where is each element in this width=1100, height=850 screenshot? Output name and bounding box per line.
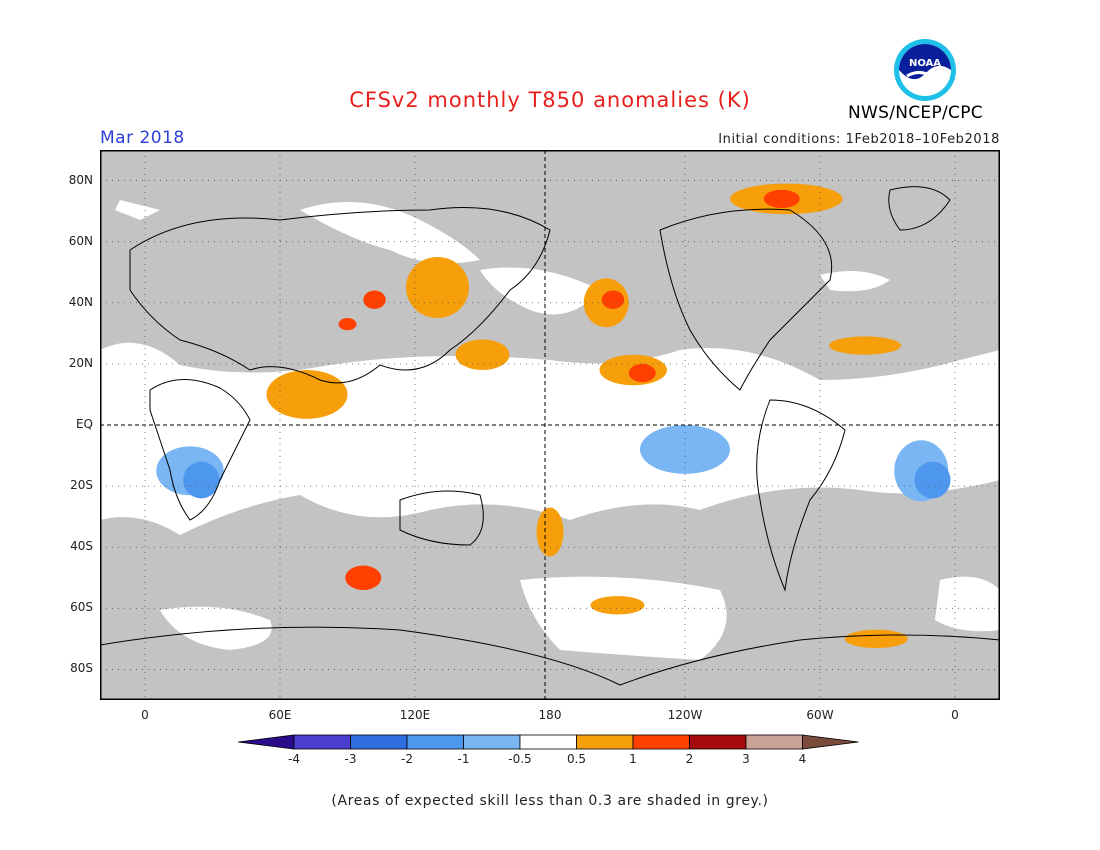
map-title: CFSv2 monthly T850 anomalies (K) — [349, 88, 751, 112]
lat-tick-label: EQ — [75, 417, 93, 431]
anomaly-region-14 — [844, 629, 908, 649]
colorbar-tick-label: 1 — [629, 752, 637, 766]
lat-tick-label: 60S — [70, 600, 93, 615]
lon-tick-label: 180 — [538, 708, 562, 722]
lon-tick-label: 120W — [667, 708, 703, 722]
anomaly-region-10 — [763, 189, 800, 209]
anomaly-regions — [156, 183, 951, 649]
anomaly-region-3 — [338, 318, 357, 331]
lat-tick-label: 20S — [70, 478, 93, 493]
anomaly-region-17 — [183, 461, 220, 499]
lat-tick-label: 80S — [70, 661, 93, 676]
colorbar-segment — [576, 734, 634, 750]
anomaly-region-4 — [455, 339, 510, 370]
colorbar-segment — [519, 734, 577, 750]
forecast-month: Mar 2018 — [100, 128, 185, 148]
noaa-logo: NOAA — [894, 39, 956, 101]
agency-label: NWS/NCEP/CPC — [848, 103, 983, 123]
anomaly-region-6 — [601, 290, 625, 309]
colorbar-segment — [293, 734, 351, 750]
anomaly-region-13 — [345, 565, 382, 590]
map-frame — [100, 150, 1000, 700]
colorbar-segment — [632, 734, 690, 750]
lon-tick-label: 0 — [141, 708, 149, 722]
colorbar-tick-label: 3 — [742, 752, 750, 766]
lat-tick-label: 20N — [68, 355, 93, 370]
lon-tick-label: 60E — [268, 708, 292, 722]
anomaly-region-18 — [640, 425, 730, 474]
anomaly-region-1 — [406, 256, 469, 319]
anomaly-region-11 — [829, 336, 901, 355]
colorbar-tick-label: -4 — [288, 752, 300, 766]
coastlines — [100, 186, 1000, 686]
colorbar-tick-label: 0.5 — [566, 752, 587, 766]
lat-tick-label: 40N — [68, 294, 93, 309]
colorbar-segment — [463, 734, 521, 750]
lon-tick-label: 120E — [399, 708, 431, 722]
lat-tick-label: 60N — [68, 233, 93, 248]
colorbar-tick-label: -0.5 — [508, 752, 532, 766]
anomaly-region-2 — [363, 290, 386, 309]
colorbar-tick-label: -1 — [457, 752, 470, 766]
anomaly-region-15 — [590, 596, 645, 615]
colorbar-segment — [350, 734, 408, 750]
lat-tick-label: 80N — [68, 172, 93, 187]
anomaly-map — [100, 150, 1000, 700]
anomaly-region-12 — [536, 507, 564, 557]
colorbar-segment — [745, 734, 803, 750]
anomaly-region-0 — [266, 370, 348, 419]
colorbar-low-arrow — [238, 734, 295, 750]
lat-tick-label: 40S — [70, 539, 93, 554]
colorbar-segment — [406, 734, 464, 750]
color-bar — [238, 734, 859, 750]
lon-tick-label: 60W — [806, 708, 834, 722]
anomaly-region-8 — [628, 363, 656, 383]
graticule — [100, 150, 1000, 700]
anomaly-region-20 — [914, 461, 951, 499]
colorbar-tick-label: 4 — [798, 752, 807, 766]
initial-conditions: Initial conditions: 1Feb2018–10Feb2018 — [718, 132, 1000, 147]
lon-tick-label: 0 — [951, 708, 959, 722]
colorbar-tick-label: -3 — [344, 752, 357, 766]
colorbar-segment — [689, 734, 747, 750]
noaa-logo-text: NOAA — [909, 58, 941, 69]
colorbar-tick-label: 2 — [685, 752, 694, 766]
colorbar-tick-label: -2 — [401, 752, 413, 766]
colorbar-high-arrow — [802, 734, 859, 750]
skill-footnote: (Areas of expected skill less than 0.3 a… — [331, 793, 769, 809]
